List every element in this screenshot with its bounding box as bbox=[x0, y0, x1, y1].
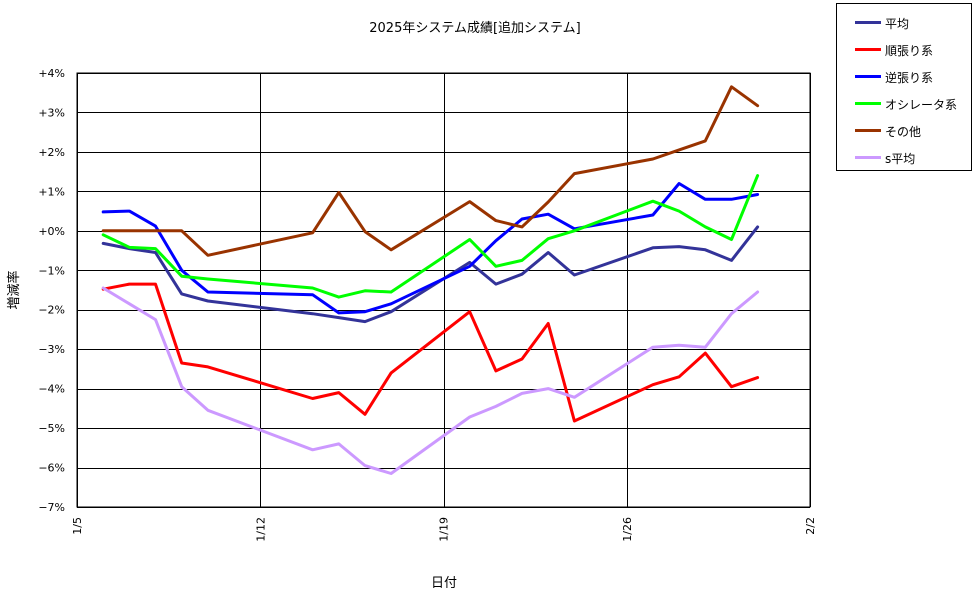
x-tick-label: 2/2 bbox=[804, 517, 817, 535]
series-line-4 bbox=[101, 85, 760, 257]
y-tick-label: +3% bbox=[38, 106, 65, 119]
y-tick-label: +0% bbox=[38, 225, 65, 238]
y-tick-labels: +4% +3% +2% +1% +0% −1% −2% −3% −4% −5% −6% −7% bbox=[38, 67, 65, 514]
x-tick-label: 1/19 bbox=[438, 517, 451, 542]
legend-swatch bbox=[855, 156, 881, 159]
legend-item: その他 bbox=[837, 120, 971, 140]
y-tick-label: −6% bbox=[38, 462, 65, 475]
series-line-0 bbox=[101, 225, 760, 324]
series-line-5 bbox=[101, 286, 760, 475]
x-tick-labels: 1/5 1/12 1/19 1/26 2/2 bbox=[71, 517, 817, 542]
legend-label: 平均 bbox=[885, 17, 910, 31]
legend-label: s平均 bbox=[885, 152, 916, 166]
y-tick-label: +4% bbox=[38, 67, 65, 80]
x-tick-label: 1/5 bbox=[71, 517, 84, 535]
y-tick-label: +1% bbox=[38, 185, 65, 198]
legend: 平均順張り系逆張り系オシレータ系 その他 s平均 bbox=[836, 3, 972, 171]
series-layer bbox=[101, 85, 760, 475]
series-line-3 bbox=[101, 174, 760, 299]
legend-swatch bbox=[855, 129, 881, 132]
chart-title: 2025年システム成績[追加システム] bbox=[369, 20, 580, 36]
x-axis-label: 日付 bbox=[431, 576, 457, 591]
legend-item: 順張り系 bbox=[837, 39, 971, 59]
y-tick-label: −5% bbox=[38, 422, 65, 435]
plot-grid bbox=[76, 72, 811, 508]
y-tick-label: −7% bbox=[38, 501, 65, 514]
x-tick-label: 1/12 bbox=[254, 517, 267, 542]
legend-swatch bbox=[855, 75, 881, 78]
x-tick-label: 1/26 bbox=[621, 517, 634, 542]
legend-swatch bbox=[855, 21, 881, 24]
y-tick-label: −2% bbox=[38, 304, 65, 317]
series-line-1 bbox=[101, 282, 760, 423]
y-tick-label: +2% bbox=[38, 146, 65, 159]
legend-label: 逆張り系 bbox=[885, 71, 934, 85]
legend-swatch bbox=[855, 48, 881, 51]
y-tick-label: −3% bbox=[38, 343, 65, 356]
legend-item: 平均 bbox=[837, 12, 971, 32]
y-tick-label: −1% bbox=[38, 264, 65, 277]
legend-item: s平均 bbox=[837, 147, 971, 167]
legend-label: オシレータ系 bbox=[885, 98, 958, 112]
legend-item: オシレータ系 bbox=[837, 93, 971, 113]
y-tick-label: −4% bbox=[38, 383, 65, 396]
legend-label: 順張り系 bbox=[885, 44, 934, 58]
legend-item: 逆張り系 bbox=[837, 66, 971, 86]
y-axis-label: 増減率 bbox=[6, 270, 22, 309]
legend-label: その他 bbox=[885, 125, 922, 139]
legend-swatch bbox=[855, 102, 881, 105]
plot-frame bbox=[76, 72, 811, 508]
series-line-2 bbox=[101, 182, 760, 315]
